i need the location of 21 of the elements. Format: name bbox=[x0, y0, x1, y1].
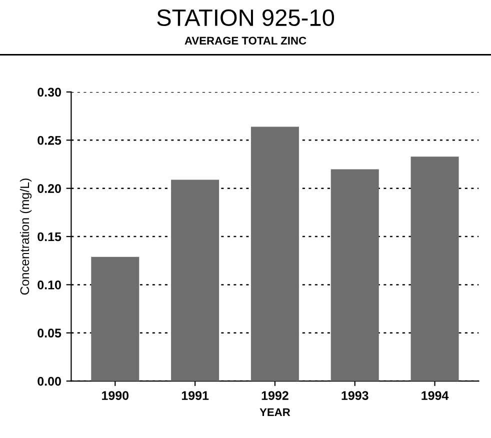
bar bbox=[330, 169, 379, 382]
x-axis-title: YEAR bbox=[260, 408, 290, 416]
y-axis-title: Concentration (mg/L) bbox=[20, 178, 32, 295]
y-tick-label: 0.05 bbox=[38, 328, 62, 338]
bar bbox=[171, 180, 220, 382]
x-tick-label: 1994 bbox=[422, 391, 449, 400]
x-tick-label: 1991 bbox=[182, 391, 209, 400]
y-tick-label: 0.30 bbox=[38, 88, 61, 97]
y-tick-label: 0.00 bbox=[38, 376, 61, 386]
y-tick-label: 0.25 bbox=[38, 136, 62, 145]
bar bbox=[250, 126, 299, 382]
chart-subtitle: AVERAGE TOTAL ZINC bbox=[184, 36, 306, 45]
y-tick-label: 0.10 bbox=[38, 280, 61, 290]
bar bbox=[91, 256, 140, 382]
y-tick-label: 0.20 bbox=[38, 184, 61, 193]
chart-title: STATION 925-10 bbox=[157, 9, 334, 26]
x-tick-label: 1990 bbox=[102, 391, 129, 400]
x-tick-label: 1993 bbox=[342, 391, 368, 400]
bar bbox=[410, 156, 459, 382]
x-tick-label: 1992 bbox=[262, 391, 288, 400]
y-tick-label: 0.15 bbox=[38, 232, 62, 242]
